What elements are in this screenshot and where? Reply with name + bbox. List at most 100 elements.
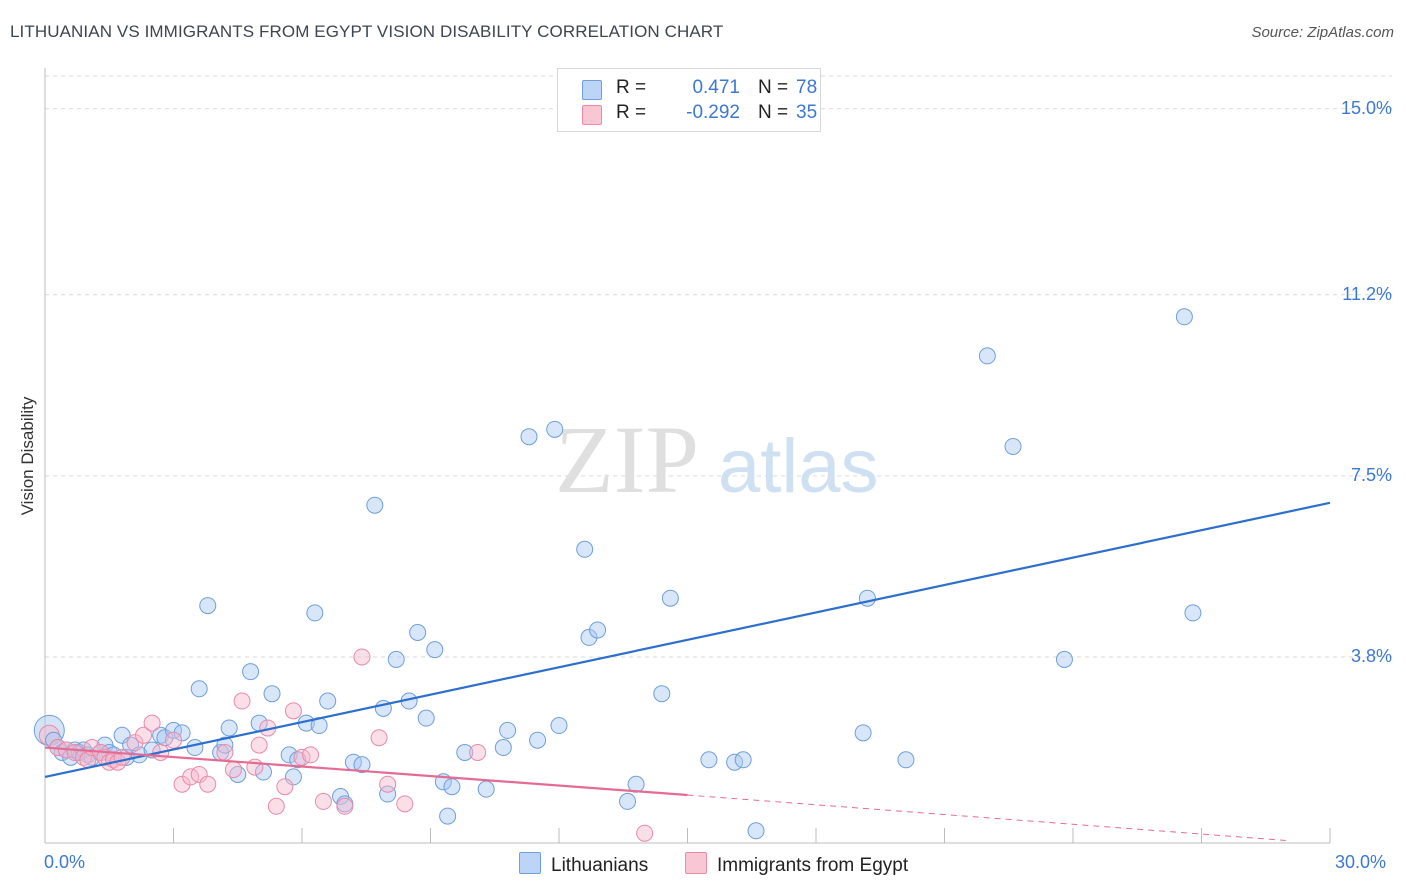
data-point-lithuanians — [1004, 437, 1022, 455]
data-point-lithuanians — [854, 724, 872, 742]
data-point-egypt — [173, 775, 191, 793]
data-point-egypt — [353, 648, 371, 666]
trend-line-lithuanians — [44, 501, 1331, 778]
trend-line-egypt — [44, 746, 688, 797]
data-point-lithuanians — [242, 663, 260, 681]
bottom-legend-swatch-pink — [685, 852, 707, 874]
data-point-lithuanians — [576, 540, 594, 558]
data-point-lithuanians — [426, 641, 444, 659]
bottom-legend-label: Immigrants from Egypt — [717, 855, 909, 876]
data-point-lithuanians — [319, 692, 337, 710]
data-point-egypt — [636, 824, 654, 842]
data-point-lithuanians — [379, 785, 397, 803]
data-point-lithuanians — [280, 746, 298, 764]
data-point-lithuanians — [409, 624, 427, 642]
data-point-lithuanians — [529, 731, 547, 749]
legend-n-value: 35 — [796, 102, 818, 123]
data-point-lithuanians — [589, 621, 607, 639]
x-tick-label-max: 30.0% — [1335, 852, 1387, 872]
legend-swatch-pink — [582, 105, 602, 125]
data-point-egypt — [276, 778, 294, 796]
y-tick-label: 7.5% — [1350, 464, 1392, 485]
x-tick-label-min: 0.0% — [44, 852, 86, 872]
bottom-legend-egypt: Immigrants from Egypt — [685, 852, 908, 877]
data-point-egypt — [396, 795, 414, 813]
data-point-egypt — [250, 736, 268, 754]
data-point-lithuanians — [263, 685, 281, 703]
data-point-lithuanians — [550, 717, 568, 735]
legend-swatch-blue — [582, 80, 602, 100]
data-point-lithuanians — [477, 780, 495, 798]
axes — [44, 68, 1331, 844]
data-point-lithuanians — [858, 589, 876, 607]
legend-n-value: 78 — [796, 77, 818, 98]
data-point-egypt — [233, 692, 251, 710]
data-point-lithuanians — [520, 428, 538, 446]
data-point-lithuanians — [494, 739, 512, 757]
data-point-lithuanians — [439, 807, 457, 825]
watermark-atlas: atlas — [718, 424, 879, 509]
legend-n-label: N = — [758, 77, 789, 98]
data-point-egypt — [336, 797, 354, 815]
data-point-egypt — [267, 797, 285, 815]
data-point-lithuanians — [387, 650, 405, 668]
legend-r-label: R = — [616, 102, 647, 123]
trend-lines — [44, 501, 1331, 842]
legend-r-label: R = — [616, 77, 647, 98]
data-point-lithuanians — [456, 743, 474, 761]
data-point-egypt — [190, 765, 208, 783]
legend-r-value: -0.292 — [686, 102, 740, 123]
y-axis-label: Vision Disability — [18, 396, 37, 516]
data-point-lithuanians — [499, 721, 517, 739]
data-point-lithuanians — [619, 792, 637, 810]
bottom-legend-swatch-blue — [519, 852, 541, 874]
data-point-lithuanians — [186, 739, 204, 757]
grid-lines — [45, 75, 1392, 658]
legend-n-label: N = — [758, 102, 789, 123]
y-tick-label: 15.0% — [1340, 97, 1392, 118]
data-point-lithuanians — [580, 628, 598, 646]
y-tick-label: 3.8% — [1350, 645, 1392, 666]
data-point-lithuanians — [417, 709, 435, 727]
data-point-egypt — [469, 743, 487, 761]
bottom-legend-label: Lithuanians — [551, 855, 649, 876]
data-point-egypt — [246, 758, 264, 776]
data-point-egypt — [216, 743, 234, 761]
chart-title: LITHUANIAN VS IMMIGRANTS FROM EGYPT VISI… — [10, 22, 724, 41]
data-point-lithuanians — [978, 347, 996, 365]
data-point-lithuanians — [546, 420, 564, 438]
data-point-lithuanians — [306, 604, 324, 622]
data-point-lithuanians — [734, 751, 752, 769]
legend-r-value: 0.471 — [692, 77, 740, 98]
data-point-egypt — [224, 761, 242, 779]
data-point-egypt — [143, 714, 161, 732]
data-point-egypt — [126, 734, 144, 752]
data-point-egypt — [314, 792, 332, 810]
data-point-lithuanians — [190, 680, 208, 698]
data-point-lithuanians — [173, 724, 191, 742]
data-point-egypt — [135, 726, 153, 744]
data-point-lithuanians — [747, 822, 765, 840]
data-point-egypt — [165, 731, 182, 749]
data-point-lithuanians — [1055, 650, 1073, 668]
data-point-lithuanians — [220, 719, 238, 737]
data-point-lithuanians — [1184, 604, 1202, 622]
data-point-egypt — [199, 775, 217, 793]
source-label: Source: ZipAtlas.com — [1251, 24, 1394, 41]
bottom-legend-lithuanians: Lithuanians — [519, 852, 648, 877]
data-point-lithuanians — [661, 589, 679, 607]
data-points — [33, 308, 1202, 842]
data-point-lithuanians — [216, 736, 234, 754]
data-point-lithuanians — [113, 726, 131, 744]
data-point-lithuanians — [700, 751, 718, 769]
data-point-lithuanians — [653, 685, 671, 703]
data-point-lithuanians — [353, 756, 371, 774]
data-point-egypt — [379, 775, 397, 793]
data-point-egypt — [284, 702, 302, 720]
data-point-lithuanians — [897, 751, 915, 769]
trend-line-egypt-extrapolated — [687, 794, 1288, 842]
data-point-egypt — [302, 746, 320, 764]
data-point-lithuanians — [284, 768, 302, 786]
data-point-egypt — [370, 729, 388, 747]
